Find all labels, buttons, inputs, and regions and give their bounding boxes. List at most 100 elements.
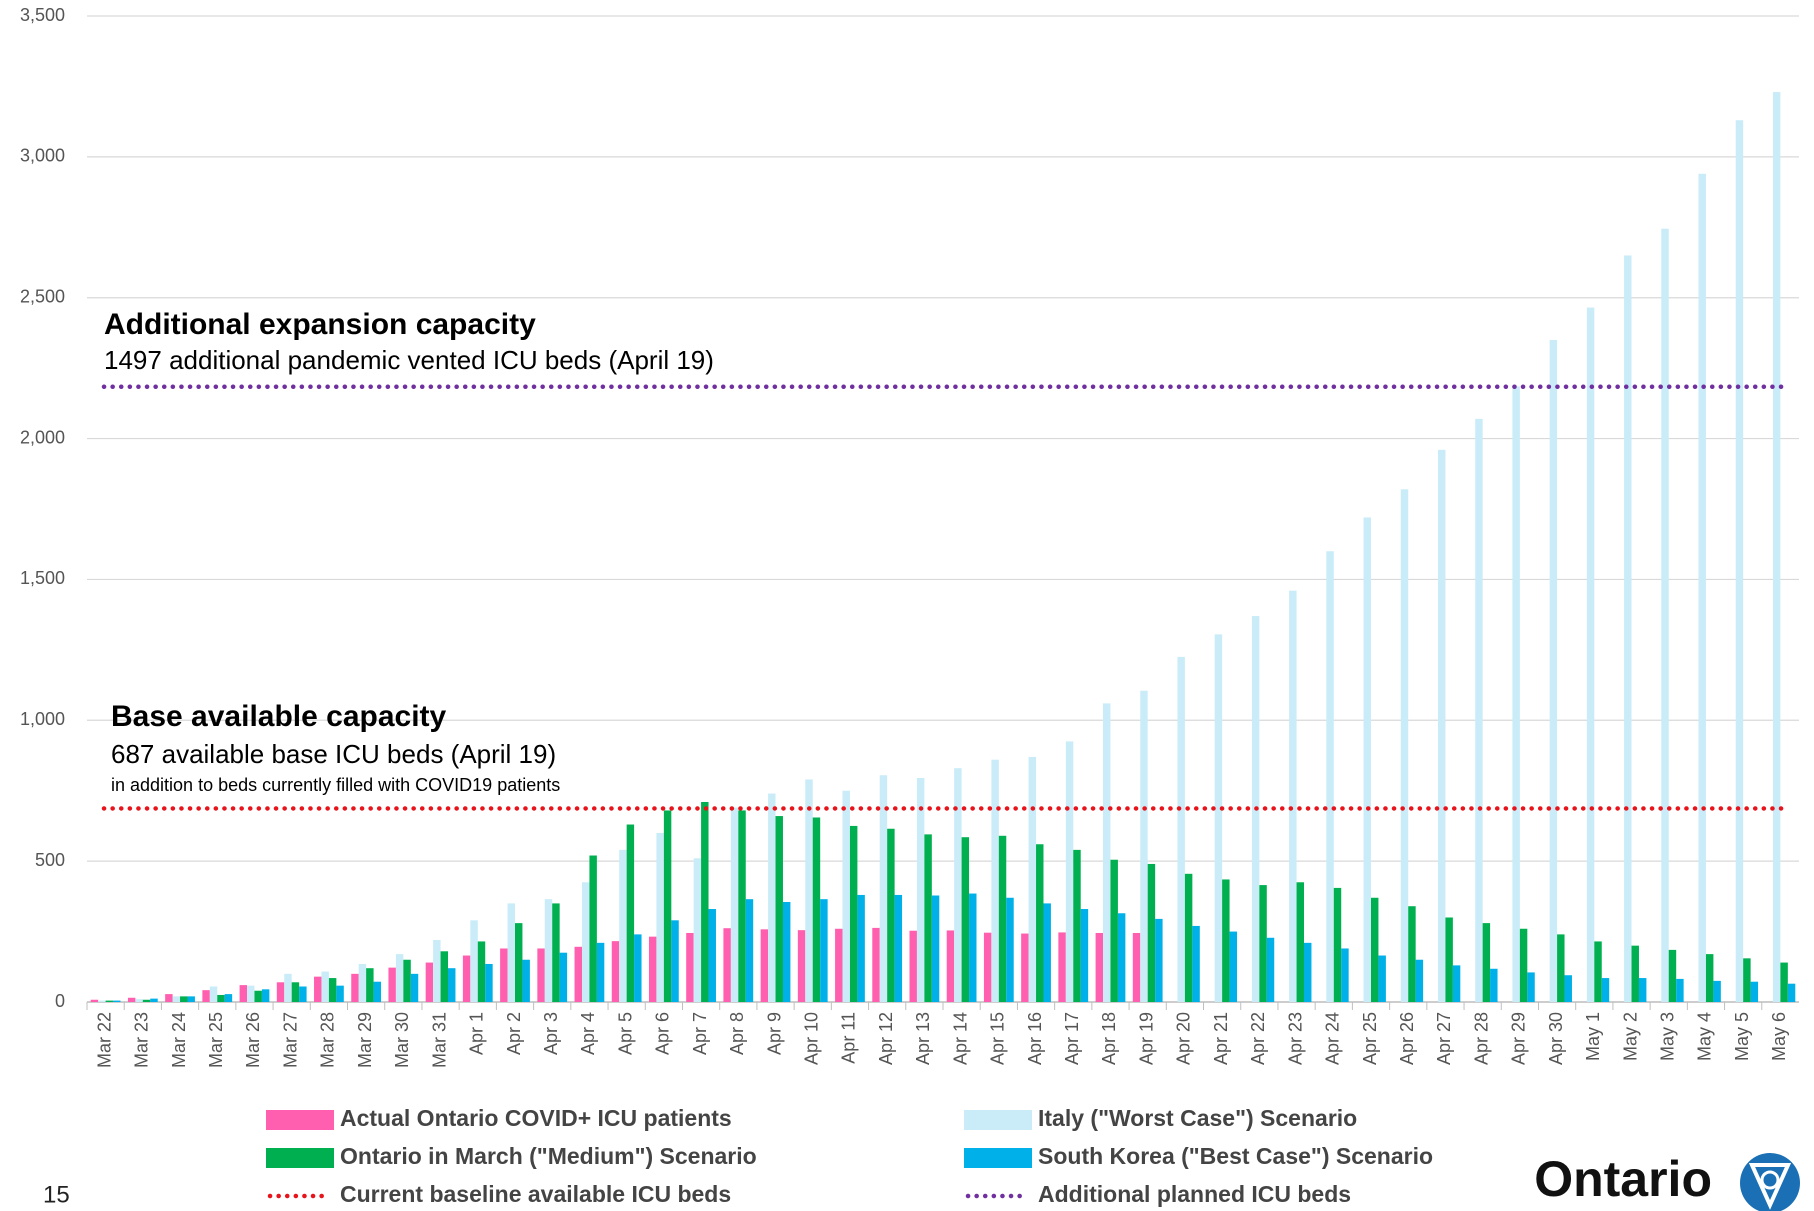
bar: [1289, 590, 1297, 1002]
bar: [983, 932, 992, 1002]
bar: [1408, 906, 1416, 1002]
bar: [1638, 978, 1647, 1002]
bar: [1073, 849, 1081, 1002]
x-tick-label: Apr 17: [1062, 1012, 1082, 1065]
bar: [410, 973, 419, 1002]
bar: [879, 775, 888, 1002]
x-tick-label: Apr 13: [913, 1012, 933, 1065]
bar: [500, 948, 508, 1002]
annotation-text: 687 available base ICU beds (April 19): [111, 739, 556, 769]
bar: [782, 901, 791, 1002]
x-tick-label: Apr 11: [839, 1012, 859, 1064]
bar: [768, 793, 776, 1002]
y-tick-label: 3,000: [20, 146, 65, 166]
x-tick-label: Apr 10: [801, 1012, 821, 1065]
x-tick-label: Mar 22: [94, 1012, 114, 1068]
bar: [1110, 859, 1118, 1002]
bar: [507, 903, 515, 1002]
bar: [812, 817, 821, 1002]
bar: [559, 952, 568, 1002]
legend-label: Additional planned ICU beds: [1038, 1181, 1351, 1207]
bar: [239, 985, 248, 1002]
bar: [403, 959, 411, 1002]
bar: [448, 968, 456, 1002]
bar: [991, 759, 999, 1002]
bar: [842, 790, 850, 1002]
bar: [105, 1000, 114, 1002]
bar: [1326, 551, 1334, 1002]
x-tick-label: Apr 30: [1546, 1012, 1566, 1065]
bar: [1043, 903, 1051, 1002]
y-tick-label: 1,000: [20, 709, 65, 729]
bar: [366, 968, 374, 1002]
bar: [395, 954, 404, 1002]
bar: [1624, 255, 1632, 1002]
x-tick-label: Mar 26: [243, 1012, 263, 1068]
x-tick-label: Apr 4: [578, 1012, 598, 1055]
bar: [589, 855, 597, 1002]
x-tick-label: Mar 24: [169, 1012, 189, 1068]
bar: [1631, 945, 1639, 1002]
x-tick-label: Mar 27: [280, 1012, 300, 1068]
bar: [1266, 937, 1275, 1002]
bar: [701, 801, 709, 1002]
bar: [172, 996, 181, 1002]
bar: [969, 893, 977, 1002]
x-tick-label: Apr 27: [1434, 1012, 1454, 1065]
bar: [1661, 228, 1669, 1003]
bar: [909, 930, 917, 1002]
bar: [1527, 972, 1535, 1002]
x-tick-label: Apr 21: [1211, 1012, 1231, 1065]
bar: [1065, 741, 1074, 1002]
bar: [857, 894, 865, 1002]
bar: [433, 940, 441, 1002]
bar: [388, 967, 396, 1002]
x-tick-label: Apr 5: [615, 1012, 635, 1055]
bar: [663, 810, 672, 1002]
page-number: 15: [43, 1181, 70, 1208]
bar: [835, 928, 843, 1002]
x-tick-label: Apr 15: [988, 1012, 1008, 1065]
bar: [328, 978, 337, 1002]
x-tick-label: Apr 1: [467, 1012, 487, 1055]
bar: [738, 810, 746, 1002]
bar: [797, 930, 806, 1002]
bar: [596, 942, 605, 1002]
bar: [1214, 634, 1223, 1002]
bar: [656, 832, 664, 1002]
legend-label: Current baseline available ICU beds: [340, 1181, 731, 1207]
bar: [581, 882, 590, 1002]
bar: [440, 951, 449, 1002]
bar: [351, 973, 359, 1002]
x-tick-label: Apr 22: [1248, 1012, 1268, 1065]
bar: [462, 955, 471, 1002]
bar: [1676, 978, 1684, 1002]
bar: [1415, 959, 1424, 1002]
bar: [1705, 954, 1714, 1002]
x-tick-label: Mar 30: [392, 1012, 412, 1068]
annotation-title: Base available capacity: [111, 700, 447, 733]
x-tick-label: Apr 12: [876, 1012, 896, 1065]
bar: [336, 985, 344, 1002]
bar: [90, 999, 99, 1002]
bar: [477, 941, 486, 1002]
bar: [1780, 962, 1788, 1002]
bar: [1475, 418, 1483, 1002]
bar: [165, 994, 173, 1002]
bar: [887, 828, 895, 1002]
bar: [98, 1000, 106, 1002]
legend-swatch: [964, 1110, 1032, 1130]
bar: [1147, 863, 1156, 1002]
annotation-text: 1497 additional pandemic vented ICU beds…: [104, 345, 714, 375]
bar: [1787, 983, 1796, 1002]
x-tick-label: May 4: [1695, 1012, 1715, 1061]
x-tick-label: Apr 14: [950, 1012, 970, 1065]
logo: Ontario: [1534, 1151, 1712, 1207]
logo-icon: [1740, 1153, 1800, 1211]
x-tick-label: Apr 29: [1509, 1012, 1529, 1065]
x-tick-label: Apr 8: [727, 1012, 747, 1055]
bar: [723, 928, 731, 1002]
bar: [916, 778, 925, 1002]
bar: [894, 894, 903, 1002]
bar: [291, 982, 300, 1002]
